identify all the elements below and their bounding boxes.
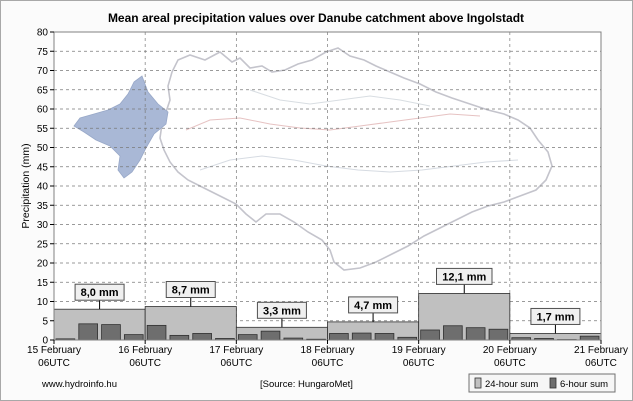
river-line-icon xyxy=(185,113,481,131)
y-tick-label: 35 xyxy=(37,201,49,212)
value-label: 3,3 mm xyxy=(263,305,301,317)
bar-6h xyxy=(579,335,600,341)
bar-6h xyxy=(146,324,167,341)
y-tick-label: 75 xyxy=(37,47,49,58)
x-tick-time: 06UTC xyxy=(129,358,161,369)
bars-6-hour xyxy=(55,323,600,341)
bar-6h xyxy=(374,333,395,341)
label-box xyxy=(530,307,581,325)
label-box xyxy=(256,301,307,319)
legend-label-24h: 24-hour sum xyxy=(485,379,538,390)
y-tick-label: 60 xyxy=(37,105,49,116)
y-tick-label: 25 xyxy=(37,239,49,250)
bar-6h xyxy=(351,332,372,341)
label-box xyxy=(436,267,493,285)
y-tick-label: 50 xyxy=(37,143,49,154)
y-tick-label: 80 xyxy=(37,28,49,39)
y-tick-label: 70 xyxy=(37,66,49,77)
x-tick-date: 21 February xyxy=(574,345,628,356)
x-tick-date: 15 February xyxy=(27,345,81,356)
y-axis-label: Precipitation (mm) xyxy=(20,143,32,228)
catchment-map-icon xyxy=(73,47,553,271)
value-label: 8,7 mm xyxy=(172,285,210,297)
y-tick-label: 45 xyxy=(37,162,49,173)
label-box xyxy=(348,296,399,314)
x-tick-date: 17 February xyxy=(209,345,263,356)
x-tick-time: 06UTC xyxy=(403,358,435,369)
bar-6h xyxy=(192,333,212,341)
river-line-icon xyxy=(249,89,431,107)
x-tick-time: 06UTC xyxy=(38,358,70,369)
y-tick-label: 0 xyxy=(42,336,48,347)
website-text: www.hydroinfo.hu xyxy=(41,379,117,390)
bar-6h xyxy=(488,328,509,341)
legend: 24-hour sum 6-hour sum xyxy=(468,373,616,393)
bar-6h xyxy=(169,334,190,341)
bar-6h xyxy=(78,323,98,341)
legend-label-6h: 6-hour sum xyxy=(560,379,608,390)
y-tick-label: 10 xyxy=(37,297,49,308)
value-label: 8,0 mm xyxy=(81,287,119,299)
legend-swatch-6h xyxy=(549,377,557,389)
x-tick-date: 19 February xyxy=(392,345,446,356)
label-box xyxy=(165,281,216,299)
x-tick-time: 06UTC xyxy=(585,358,617,369)
bar-6h xyxy=(101,324,121,341)
x-tick-time: 06UTC xyxy=(220,358,252,369)
x-tick-date: 18 February xyxy=(301,345,355,356)
value-label: 12,1 mm xyxy=(442,271,486,283)
y-axis: 0 5 10 15 20 25 30 35 40 45 50 55 60 65 70 75 80 xyxy=(37,28,54,347)
bar-6h xyxy=(123,334,144,341)
bar-6h xyxy=(329,333,349,341)
y-tick-label: 65 xyxy=(37,85,49,96)
bar-6h xyxy=(420,329,440,341)
y-tick-label: 5 xyxy=(42,316,48,327)
x-tick-date: 16 February xyxy=(118,345,172,356)
legend-swatch-24h xyxy=(474,377,482,389)
source-text: [Source: HungaroMet] xyxy=(260,379,353,390)
y-tick-label: 15 xyxy=(37,278,49,289)
value-label: 1,7 mm xyxy=(536,311,574,323)
catchment-outline-icon xyxy=(159,47,553,271)
y-tick-label: 20 xyxy=(37,259,49,270)
x-tick-time: 06UTC xyxy=(312,358,344,369)
y-tick-label: 55 xyxy=(37,124,49,135)
bar-6h xyxy=(237,334,258,341)
legend-box xyxy=(468,373,616,393)
bar-6h xyxy=(465,327,486,341)
bar-6h xyxy=(260,330,281,341)
bar-6h xyxy=(443,325,463,341)
y-tick-label: 40 xyxy=(37,182,49,193)
value-label: 4,7 mm xyxy=(354,300,392,312)
label-box xyxy=(74,283,125,301)
y-tick-label: 30 xyxy=(37,220,49,231)
x-axis: 15 February 06UTC 16 February 06UTC 17 Febru… xyxy=(27,340,628,369)
value-labels: 8,0 mm 8,7 mm 3,3 mm 4,7 mm 12,1 mm 1,7 mm xyxy=(74,267,581,334)
river-line-icon xyxy=(199,155,519,173)
x-tick-time: 06UTC xyxy=(494,358,526,369)
chart-title: Mean areal precipitation values over Dan… xyxy=(108,11,524,25)
x-tick-date: 20 February xyxy=(483,345,537,356)
